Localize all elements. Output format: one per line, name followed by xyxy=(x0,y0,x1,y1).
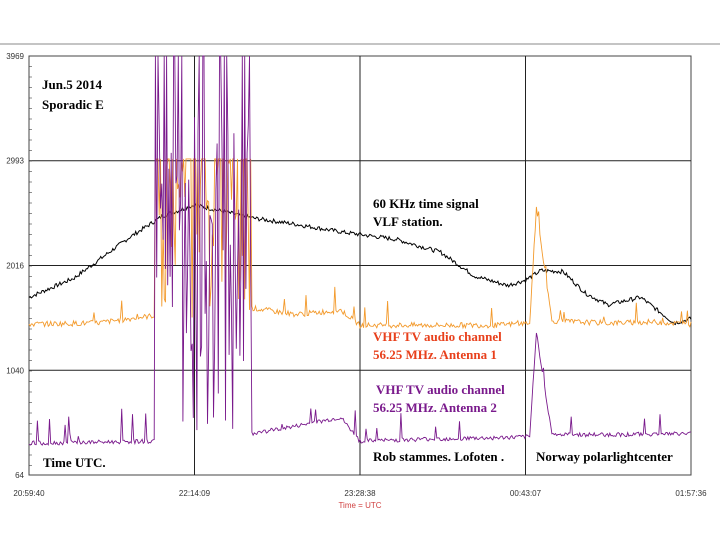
time-utc-annotation: Time UTC. xyxy=(43,455,106,470)
x-axis-label: Time = UTC xyxy=(338,501,381,510)
credit-right: Norway polarlightcenter xyxy=(536,449,673,464)
orange-series-label-line1: VHF TV audio channel xyxy=(373,329,502,344)
series-line-black xyxy=(28,203,692,326)
y-tick-label: 2993 xyxy=(6,157,24,166)
black-series-label-line1: 60 KHz time signal xyxy=(373,196,479,211)
y-tick-label: 2016 xyxy=(6,262,24,271)
x-tick-labels: 20:59:40 22:14:09 23:28:38 00:43:07 01:57:36 xyxy=(13,489,707,498)
x-tick-label: 23:28:38 xyxy=(344,489,376,498)
purple-series-label-line2: 56.25 MHz. Antenna 2 xyxy=(373,400,497,415)
series-line-orange xyxy=(28,158,692,330)
date-annotation: Jun.5 2014 xyxy=(42,77,102,92)
x-tick-label: 00:43:07 xyxy=(510,489,542,498)
y-tick-label: 64 xyxy=(15,471,24,480)
y-tick-labels: 3969 2993 2016 1040 64 xyxy=(6,52,24,480)
orange-series-label-line2: 56.25 MHz. Antenna 1 xyxy=(373,347,497,362)
credit-left: Rob stammes. Lofoten . xyxy=(373,449,504,464)
y-tick-label: 1040 xyxy=(6,366,24,375)
y-tick-label: 3969 xyxy=(6,52,24,61)
x-tick-label: 22:14:09 xyxy=(179,489,211,498)
event-annotation: Sporadic E xyxy=(42,97,104,112)
x-tick-label: 20:59:40 xyxy=(13,489,45,498)
black-series-label-line2: VLF station. xyxy=(373,214,443,229)
purple-series-label-line1: VHF TV audio channel xyxy=(373,382,505,397)
series-line-purple xyxy=(28,55,692,446)
x-tick-label: 01:57:36 xyxy=(675,489,707,498)
minor-ticks xyxy=(29,55,32,466)
series-layer xyxy=(28,55,692,446)
